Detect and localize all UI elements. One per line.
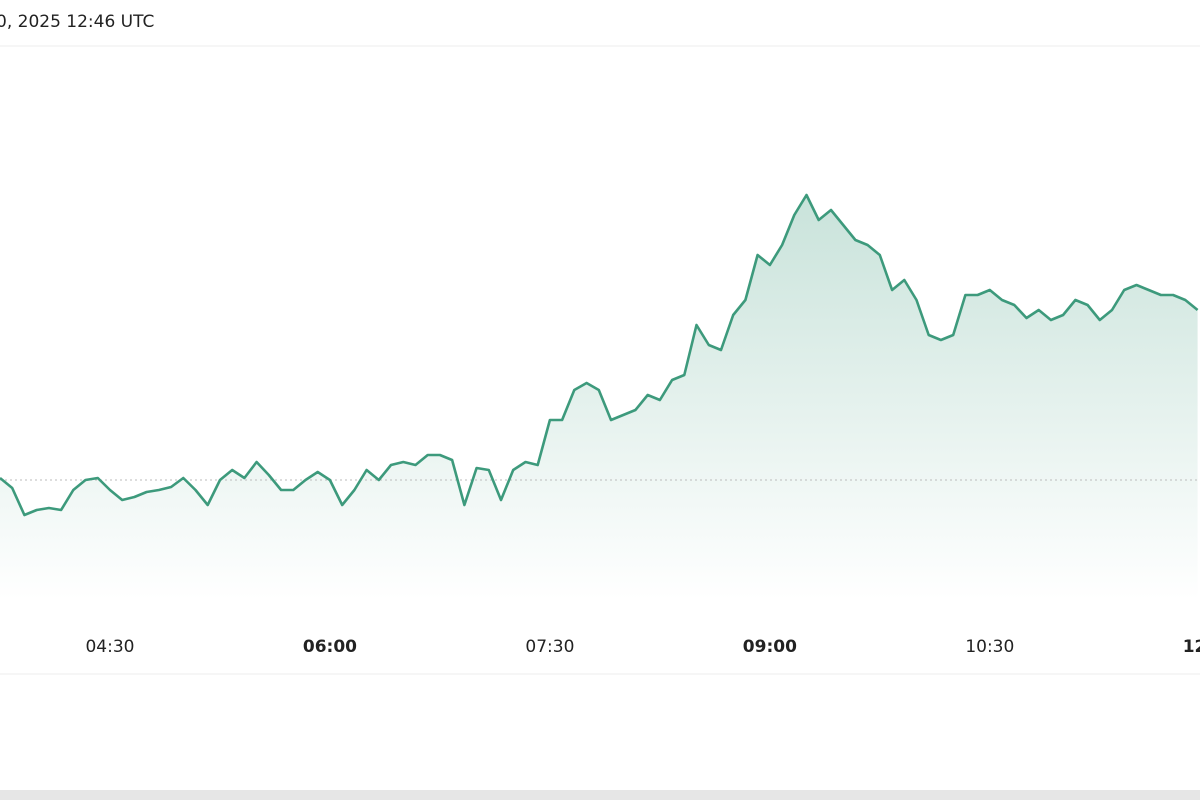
x-tick-label: 07:30 xyxy=(525,637,574,657)
x-tick-label: 10:30 xyxy=(965,637,1014,657)
area-fill xyxy=(0,195,1198,600)
x-tick-label: 09:00 xyxy=(743,637,797,657)
timestamp: 0, 2025 12:46 UTC xyxy=(0,12,154,32)
x-tick-label: 12:00 xyxy=(1183,637,1200,657)
price-line xyxy=(0,193,1199,517)
bottom-bar xyxy=(0,790,1200,800)
x-tick-label: 04:30 xyxy=(85,637,134,657)
x-tick-label: 06:00 xyxy=(303,637,357,657)
